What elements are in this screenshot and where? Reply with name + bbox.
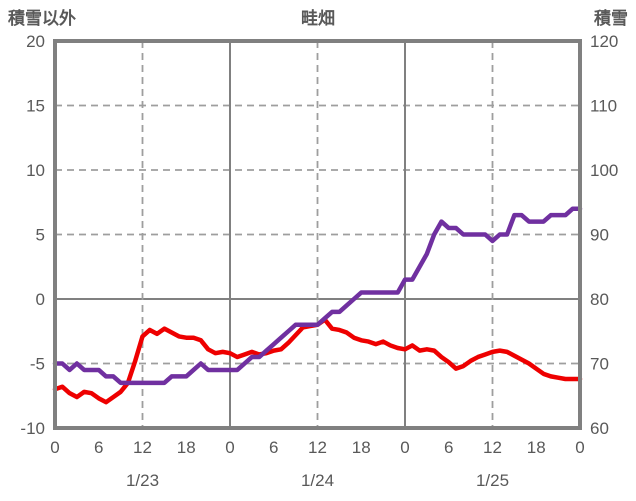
right-axis-tick-label: 100 [590, 161, 618, 180]
left-axis-tick-label: 20 [26, 32, 45, 51]
x-axis-hour-label: 0 [50, 438, 59, 457]
right-axis-tick-label: 80 [590, 290, 609, 309]
x-axis-hour-label: 18 [352, 438, 371, 457]
x-axis-hour-label: 0 [400, 438, 409, 457]
left-axis-tick-label: -10 [20, 419, 45, 438]
left-axis-tick-label: 15 [26, 97, 45, 116]
x-axis-hour-label: 6 [444, 438, 453, 457]
x-axis-date-label: 1/24 [301, 471, 334, 490]
x-axis-hour-label: 0 [575, 438, 584, 457]
x-axis-hour-label: 18 [527, 438, 546, 457]
left-axis-tick-label: -5 [30, 355, 45, 374]
purple-snow-depth-series-line [52, 206, 583, 386]
right-axis-tick-label: 110 [590, 97, 617, 116]
plot-frame [53, 39, 582, 430]
x-axis-hour-label: 18 [177, 438, 196, 457]
right-axis-tick-label: 90 [590, 226, 609, 245]
x-axis-hour-label: 12 [308, 438, 327, 457]
right-axis-tick-label: 60 [590, 419, 609, 438]
x-axis-hour-label: 12 [133, 438, 152, 457]
left-axis-tick-label: 0 [36, 290, 45, 309]
left-axis-title: 積雪以外 [8, 9, 76, 28]
x-axis-date-label: 1/23 [126, 471, 159, 490]
left-axis-tick-label: 5 [36, 226, 45, 245]
chart-title: 畦畑 [301, 9, 335, 28]
right-axis-title: 積雪 [594, 9, 628, 28]
x-axis-hour-label: 12 [483, 438, 502, 457]
x-axis-hour-label: 6 [269, 438, 278, 457]
left-axis-tick-label: 10 [26, 161, 45, 180]
right-axis-tick-label: 120 [590, 32, 618, 51]
right-axis-tick-label: 70 [590, 355, 609, 374]
x-axis-hour-label: 6 [94, 438, 103, 457]
x-axis-hour-label: 0 [225, 438, 234, 457]
x-axis-date-label: 1/25 [476, 471, 509, 490]
